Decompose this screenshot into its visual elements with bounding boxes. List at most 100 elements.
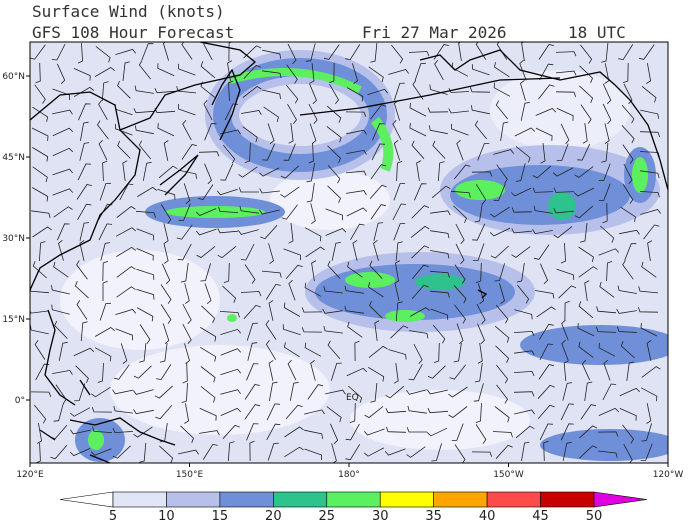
wind-barb (475, 424, 487, 444)
wind-barb (51, 43, 66, 61)
wind-barb (322, 308, 343, 314)
wind-barb (364, 406, 384, 419)
wind-barb (408, 364, 423, 381)
wind-barb (514, 350, 535, 356)
wind-barb (641, 85, 657, 103)
wind-barb (573, 187, 595, 197)
wind-barb (287, 43, 297, 65)
wind-barb (535, 108, 557, 116)
wind-barb (499, 283, 505, 305)
wind-barb (495, 304, 509, 324)
wind-barb (155, 404, 173, 420)
wind-barb (154, 385, 173, 399)
wind-barb (326, 126, 342, 143)
wind-barb (137, 186, 157, 197)
wind-barb (579, 65, 593, 83)
wind-barb (200, 263, 211, 282)
wind-barb (181, 382, 188, 403)
lon-label: 180° (338, 470, 360, 480)
wind-barb (623, 83, 633, 105)
wind-barb (370, 164, 387, 180)
wind-barb (514, 127, 536, 137)
wind-barb (493, 82, 511, 97)
wind-barb (134, 85, 154, 94)
wind-barb (368, 282, 384, 298)
wind-barb (515, 425, 535, 439)
colorbar-under (59, 491, 114, 508)
wind-barb (515, 163, 526, 182)
wind-barb (216, 188, 238, 196)
wind-barb (327, 340, 341, 360)
wind-barb (222, 144, 236, 164)
wind-barb (386, 426, 407, 433)
wind-barb (76, 300, 88, 320)
wind-barb (500, 121, 509, 141)
wind-barb (538, 44, 554, 60)
wind-barb (414, 183, 427, 201)
wind-barb (288, 223, 294, 244)
wind-barb (622, 184, 634, 204)
wind-barb (532, 229, 553, 235)
wind-barb (102, 280, 108, 301)
wind-barb (574, 205, 594, 219)
wind-barb (471, 105, 490, 115)
wind-barb (456, 139, 464, 161)
wind-barb (433, 342, 440, 363)
wind-barb (539, 63, 554, 81)
wind-barb (556, 143, 569, 161)
wind-barb (70, 429, 91, 435)
wind-barb (158, 165, 178, 179)
wind-barb (178, 449, 199, 455)
wind-barb (115, 227, 136, 237)
wind-barb (562, 382, 573, 401)
wind-barb (475, 402, 482, 423)
wind-barb (178, 169, 197, 179)
wind-barb (368, 367, 385, 382)
wind-barb (217, 228, 239, 234)
wind-barb (204, 163, 212, 185)
wind-barb (263, 106, 279, 122)
wind-barb (493, 149, 515, 155)
wind-barb (176, 224, 193, 240)
wind-barb (564, 300, 570, 322)
wind-barb (139, 343, 147, 363)
wind-barb (178, 103, 196, 116)
wind-barb (458, 42, 462, 61)
colorbar-segment (540, 491, 595, 508)
wind-barb (472, 223, 486, 241)
wind-barb (411, 205, 430, 219)
wind-barb (492, 431, 513, 438)
wind-barb (39, 241, 46, 262)
wind-barb (348, 385, 363, 403)
wind-barb (598, 163, 611, 181)
wind-barb (224, 103, 239, 121)
wind-barb (159, 445, 174, 463)
wind-barb (412, 80, 424, 100)
wind-barb (52, 109, 73, 115)
wind-barb (553, 187, 575, 193)
wind-barb (262, 70, 282, 79)
wind-barb (200, 386, 216, 403)
wind-barb (411, 264, 429, 280)
wind-barb (160, 304, 172, 324)
wind-barb (369, 260, 383, 279)
wind-barb (51, 304, 70, 315)
wind-barb (284, 446, 304, 458)
wind-barb (122, 61, 130, 81)
wind-barb (244, 404, 261, 420)
wind-barb (113, 364, 130, 380)
wind-barb (604, 123, 610, 144)
wind-barb (513, 330, 535, 337)
wind-barb (283, 302, 300, 317)
wind-barb (584, 381, 593, 401)
colorbar-label: 5 (109, 509, 117, 524)
wind-barb (580, 404, 597, 420)
wind-barb (619, 229, 640, 235)
wind-barb (309, 83, 317, 105)
axes: 60°N 45°N 30°N 15°N 0° 120°E 150°E 180° 150°W 120… (2, 72, 683, 480)
wind-barb (31, 127, 49, 142)
wind-barbs (30, 42, 662, 463)
wind-barb (182, 323, 192, 344)
wind-barb (266, 423, 281, 441)
wind-barb (182, 362, 188, 384)
